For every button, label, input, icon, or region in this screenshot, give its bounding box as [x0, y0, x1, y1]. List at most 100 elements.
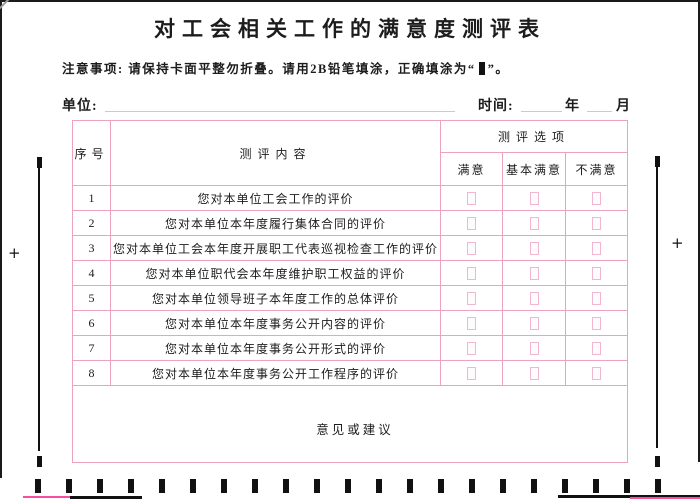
mark-bubble[interactable]	[592, 217, 602, 231]
col-header-options-group: 测评选项	[439, 120, 629, 153]
mark-bubble[interactable]	[467, 242, 476, 256]
table-row: 7 您对本单位本年度事务公开形式的评价	[72, 335, 629, 361]
row-number: 8	[72, 360, 111, 386]
bottom-right-pink-edge	[630, 497, 700, 499]
timing-mark	[531, 479, 537, 493]
table-row: 4 您对本单位职代会本年度维护职工权益的评价	[72, 260, 629, 286]
mark-bubble[interactable]	[467, 292, 476, 306]
right-top-tick-mark	[655, 156, 660, 167]
timing-mark	[66, 479, 72, 493]
evaluation-table: 序号 测评内容 测评选项 满意 基本满意 不满意 1 您对本单位工会工作的评价 2 您…	[71, 120, 629, 463]
mark-bubble[interactable]	[467, 342, 476, 356]
mark-bubble[interactable]	[592, 317, 602, 331]
mark-bubble[interactable]	[467, 317, 476, 331]
option-cell	[440, 360, 503, 386]
mark-bubble[interactable]	[592, 242, 602, 256]
option-cell	[440, 235, 503, 261]
option-cell	[440, 185, 503, 211]
mark-bubble[interactable]	[529, 217, 539, 231]
mark-bubble[interactable]	[592, 192, 602, 206]
row-number: 1	[72, 185, 111, 211]
mark-bubble[interactable]	[467, 267, 476, 281]
year-input-line[interactable]	[521, 111, 562, 112]
notice-text: 注意事项: 请保持卡面平整勿折叠。请用2B铅笔填涂，正确填涂为“ ”。	[62, 58, 509, 77]
option-cell	[564, 335, 629, 361]
unit-label: 单位:	[62, 99, 98, 114]
mark-bubble[interactable]	[592, 292, 602, 306]
mark-bubble[interactable]	[529, 317, 539, 331]
suggestions-label: 意见或建议	[316, 423, 394, 437]
suggestions-cell[interactable]: 意见或建议	[71, 385, 629, 463]
unit-input-line[interactable]	[105, 111, 455, 112]
col-header-basically-satisfied: 基本满意	[502, 152, 566, 186]
timing-mark	[376, 479, 382, 493]
mark-bubble[interactable]	[529, 292, 539, 306]
timing-mark	[562, 479, 568, 493]
timing-mark	[593, 479, 599, 493]
left-plus-registration-mark: +	[8, 244, 21, 262]
bottom-left-pink-edge	[23, 496, 70, 498]
timing-mark	[624, 479, 630, 493]
option-cell	[440, 310, 503, 336]
timing-mark	[469, 479, 475, 493]
col-header-content: 测评内容	[110, 120, 441, 186]
mark-bubble[interactable]	[529, 367, 539, 381]
right-plus-registration-mark: +	[671, 234, 684, 252]
mark-bubble[interactable]	[529, 242, 539, 256]
mark-bubble[interactable]	[467, 192, 476, 206]
table-row: 5 您对本单位领导班子本年度工作的总体评价	[72, 285, 629, 311]
mark-bubble[interactable]	[529, 267, 539, 281]
row-number: 3	[72, 235, 111, 261]
option-cell	[564, 235, 629, 261]
option-cell	[564, 210, 629, 236]
mark-bubble[interactable]	[467, 367, 476, 381]
left-top-tick-mark	[37, 157, 42, 168]
option-cell	[502, 310, 566, 336]
option-cell	[440, 210, 503, 236]
option-cell	[502, 185, 566, 211]
row-content: 您对本单位本年度事务公开形式的评价	[110, 335, 441, 361]
table-body: 1 您对本单位工会工作的评价 2 您对本单位本年度履行集体合同的评价 3 您对本单位工会本…	[72, 185, 629, 386]
option-cell	[564, 285, 629, 311]
timing-mark	[159, 479, 165, 493]
mark-bubble[interactable]	[529, 192, 539, 206]
timing-mark	[345, 479, 351, 493]
mark-bubble[interactable]	[467, 217, 476, 231]
card-left-edge	[0, 0, 2, 478]
col-header-no: 序号	[72, 120, 111, 186]
row-content: 您对本单位工会本年度开展职工代表巡视检查工作的评价	[110, 235, 441, 261]
timing-mark	[128, 479, 134, 493]
notice-prefix: 注意事项: 请保持卡面平整勿折叠。请用2B铅笔填涂，正确填涂为“	[62, 62, 476, 76]
timing-mark	[221, 479, 227, 493]
left-bottom-tick-mark	[37, 456, 42, 467]
row-number: 2	[72, 210, 111, 236]
mark-bubble[interactable]	[592, 342, 602, 356]
mark-bubble[interactable]	[592, 267, 602, 281]
year-label: 年	[565, 99, 580, 114]
option-cell	[502, 335, 566, 361]
row-content: 您对本单位工会工作的评价	[110, 185, 441, 211]
table-row: 2 您对本单位本年度履行集体合同的评价	[72, 210, 629, 236]
mark-bubble[interactable]	[529, 342, 539, 356]
option-cell	[502, 235, 566, 261]
notice-suffix: ”。	[487, 62, 510, 76]
option-cell	[440, 285, 503, 311]
option-cell	[440, 260, 503, 286]
timing-mark	[190, 479, 196, 493]
timing-mark	[97, 479, 103, 493]
row-number: 6	[72, 310, 111, 336]
option-cell	[564, 260, 629, 286]
option-cell	[440, 335, 503, 361]
row-content: 您对本单位职代会本年度维护职工权益的评价	[110, 260, 441, 286]
card-right-edge	[698, 0, 700, 462]
row-number: 4	[72, 260, 111, 286]
mark-bubble[interactable]	[592, 367, 602, 381]
bottom-left-black-edge	[70, 496, 142, 499]
fill-mark-sample-icon	[478, 62, 485, 75]
option-cell	[502, 285, 566, 311]
option-cell	[564, 310, 629, 336]
month-input-line[interactable]	[587, 111, 612, 112]
time-label: 时间:	[478, 99, 514, 114]
timing-mark	[35, 479, 41, 493]
row-content: 您对本单位本年度事务公开工作程序的评价	[110, 360, 441, 386]
